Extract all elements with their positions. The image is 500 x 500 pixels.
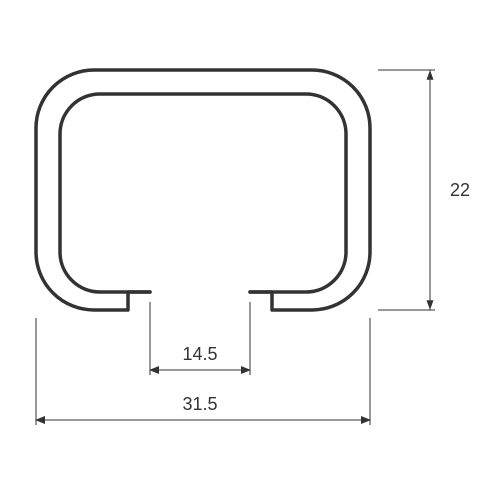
height-label: 22	[450, 180, 470, 200]
dimension-gap-width: 14.5	[150, 302, 250, 375]
dimension-height: 22	[378, 70, 470, 310]
profile-outer	[36, 70, 370, 310]
dimension-total-width: 31.5	[36, 318, 370, 425]
technical-drawing: 31.5 14.5 22	[0, 0, 500, 500]
total-width-label: 31.5	[182, 394, 217, 414]
profile-inner	[60, 94, 346, 292]
gap-width-label: 14.5	[182, 344, 217, 364]
